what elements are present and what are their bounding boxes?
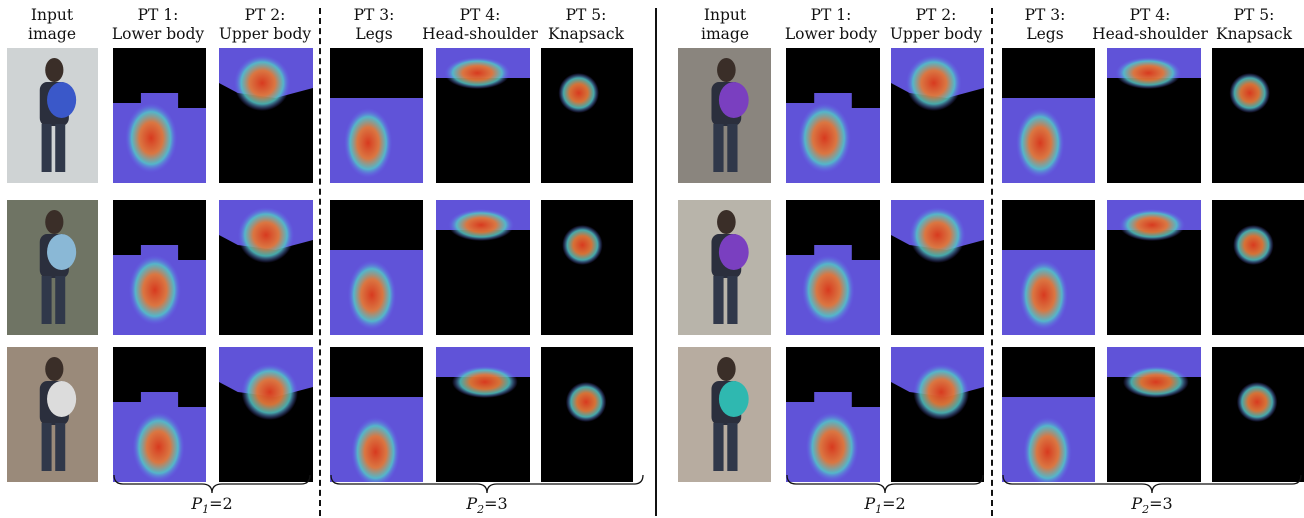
group-label-p2-right: P2=3 (1131, 494, 1173, 516)
dashed-separator-left (319, 8, 321, 516)
attention-map-pt4-right-row1 (1107, 48, 1201, 183)
header-pt4-left: PT 4: Head-shoulder (422, 6, 538, 43)
attention-map-pt2-left-row3 (219, 347, 313, 482)
attention-map-pt1-left-row1 (113, 48, 206, 183)
attention-map-pt3-right-row1 (1002, 48, 1095, 183)
brace-p1-left (113, 474, 311, 494)
attention-map-pt5-right-row1 (1212, 48, 1304, 183)
input-image-left-row3 (7, 347, 98, 482)
attention-map-pt4-left-row3 (436, 347, 530, 482)
group-label-p1-left: P1=2 (191, 494, 233, 516)
attention-map-pt3-right-row2 (1002, 200, 1095, 335)
attention-map-pt4-right-row2 (1107, 200, 1201, 335)
input-image-right-row2 (678, 200, 771, 335)
input-image-right-row1 (678, 48, 771, 183)
header-pt5-left: PT 5: Knapsack (548, 6, 624, 43)
attention-map-pt1-right-row1 (786, 48, 880, 183)
attention-map-pt5-right-row2 (1212, 200, 1304, 335)
header-pt2-right: PT 2: Upper body (889, 6, 983, 43)
attention-map-pt1-right-row3 (786, 347, 880, 482)
attention-map-pt3-left-row3 (330, 347, 423, 482)
header-input-left: Input image (28, 6, 76, 43)
brace-p2-left (330, 474, 644, 494)
group-label-p1-right: P1=2 (864, 494, 906, 516)
panel-separator (655, 8, 657, 516)
attention-map-pt2-left-row1 (219, 48, 313, 183)
header-pt1-left: PT 1: Lower body (111, 6, 205, 43)
brace-p1-right (786, 474, 984, 494)
attention-map-pt5-left-row1 (541, 48, 633, 183)
attention-map-pt3-right-row3 (1002, 347, 1095, 482)
header-pt2-left: PT 2: Upper body (218, 6, 312, 43)
brace-p2-right (1002, 474, 1302, 494)
attention-map-pt3-left-row1 (330, 48, 423, 183)
attention-map-pt5-left-row3 (541, 347, 633, 482)
header-pt1-right: PT 1: Lower body (784, 6, 878, 43)
header-pt5-right: PT 5: Knapsack (1216, 6, 1292, 43)
attention-map-pt1-left-row3 (113, 347, 206, 482)
attention-map-pt2-right-row1 (891, 48, 984, 183)
attention-map-pt4-left-row2 (436, 200, 530, 335)
attention-map-pt1-left-row2 (113, 200, 206, 335)
group-label-p2-left: P2=3 (466, 494, 508, 516)
attention-map-pt4-right-row3 (1107, 347, 1201, 482)
header-pt3-left: PT 3: Legs (353, 6, 395, 43)
attention-map-pt2-left-row2 (219, 200, 313, 335)
input-image-right-row3 (678, 347, 771, 482)
input-image-left-row2 (7, 200, 98, 335)
attention-map-pt5-left-row2 (541, 200, 633, 335)
attention-map-pt5-right-row3 (1212, 347, 1304, 482)
attention-map-pt2-right-row3 (891, 347, 984, 482)
dashed-separator-right (991, 8, 993, 516)
attention-map-pt4-left-row1 (436, 48, 530, 183)
attention-map-pt2-right-row2 (891, 200, 984, 335)
attention-map-pt3-left-row2 (330, 200, 423, 335)
input-image-left-row1 (7, 48, 98, 183)
header-pt3-right: PT 3: Legs (1024, 6, 1066, 43)
header-input-right: Input image (701, 6, 749, 43)
header-pt4-right: PT 4: Head-shoulder (1092, 6, 1208, 43)
attention-map-pt1-right-row2 (786, 200, 880, 335)
